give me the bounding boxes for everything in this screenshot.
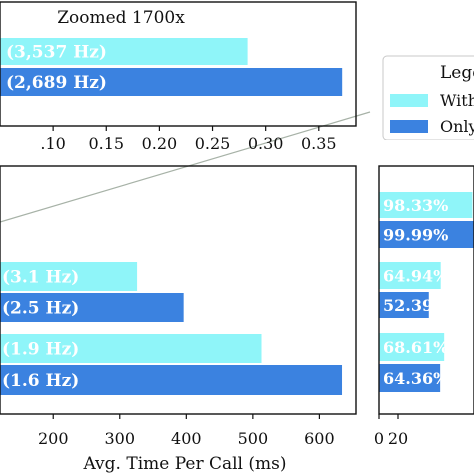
bar-only-3: [0, 365, 343, 395]
legend-box: [382, 55, 474, 140]
legend-entry-label: Only: [440, 117, 474, 136]
bar-value-label: (2,689 Hz): [6, 73, 107, 93]
x-tick-label: .10: [40, 134, 65, 153]
legend-entry-label: With: [440, 91, 474, 110]
chart-title: Zoomed 1700x: [57, 8, 185, 28]
legend-title: Legend: [440, 63, 474, 83]
bar-with-0: [0, 262, 138, 291]
bar-with-0: [379, 192, 473, 218]
panel-frame: [378, 165, 474, 415]
bar-only-1: [0, 293, 184, 322]
x-tick-label: 600: [304, 429, 335, 448]
legend-swatch-only: [390, 120, 428, 133]
bar-with-2: [0, 334, 262, 363]
x-tick-label: 300: [105, 429, 136, 448]
bar-value-label: 98.33%: [383, 196, 448, 215]
x-tick-label: 200: [38, 429, 69, 448]
bar-value-label: (1.9 Hz): [2, 340, 79, 360]
bar-only-5: [379, 364, 441, 392]
bar-value-label: (3,537 Hz): [6, 43, 107, 63]
bar-with-2: [379, 262, 441, 289]
bar-value-label: (2.5 Hz): [2, 299, 79, 319]
bar-value-label: 68.61%: [383, 338, 448, 357]
bar-only-3: [379, 292, 429, 318]
bar-value-label: 52.39%: [383, 296, 448, 315]
bar-only-1: [379, 221, 474, 248]
x-tick-label: 0.15: [88, 134, 124, 153]
bar-only-1: [0, 68, 343, 96]
bar-value-label: 64.36%: [383, 369, 448, 388]
panel-frame: [0, 1, 357, 127]
x-axis-label: Avg. Time Per Call (ms): [82, 454, 286, 474]
x-tick-label: 0.30: [248, 134, 284, 153]
bar-value-label: (3.1 Hz): [2, 268, 79, 288]
bar-value-label: 99.99%: [383, 225, 448, 244]
bar-with-4: [379, 333, 445, 361]
x-tick-label: 0: [374, 429, 384, 448]
x-tick-label: 20: [388, 429, 408, 448]
x-tick-label: 400: [171, 429, 202, 448]
bar-with-0: [0, 38, 248, 65]
x-tick-label: 0.35: [301, 134, 337, 153]
zoom-connector-line: [0, 111, 371, 223]
x-tick-label: 0.25: [195, 134, 231, 153]
x-tick-label: 500: [238, 429, 269, 448]
panel-frame: [0, 165, 357, 415]
legend-swatch-with: [390, 94, 428, 107]
x-tick-label: 0.20: [142, 134, 178, 153]
bar-value-label: (1.6 Hz): [2, 371, 79, 391]
bar-value-label: 64.94%: [383, 266, 448, 285]
